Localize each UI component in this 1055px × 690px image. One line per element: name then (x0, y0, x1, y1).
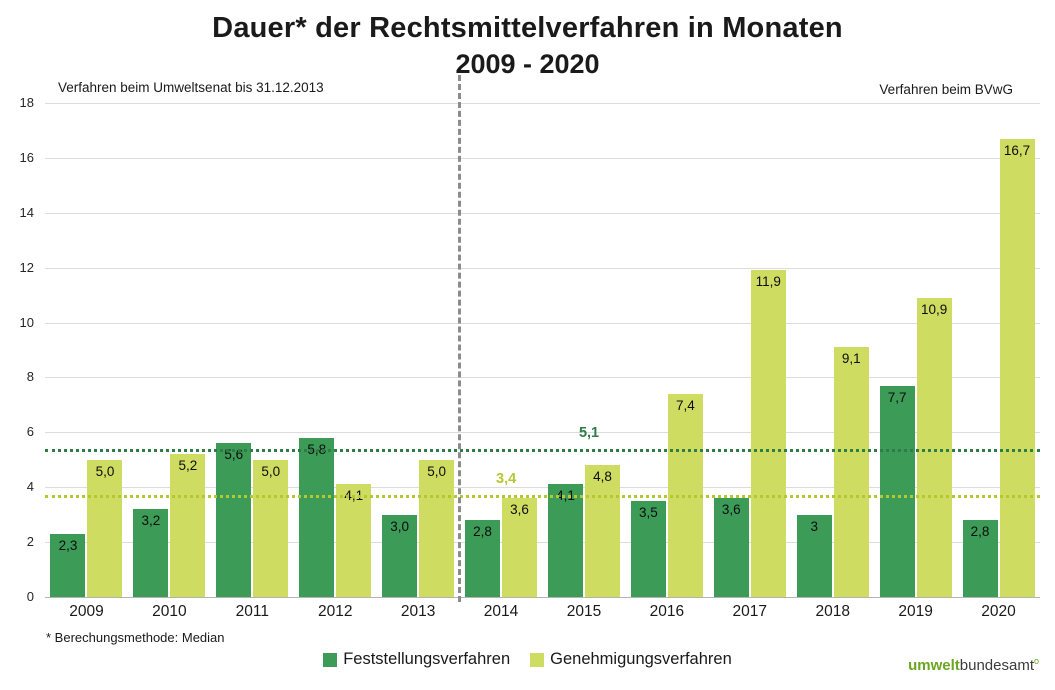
x-tick-label-2010: 2010 (152, 603, 187, 620)
bar-value-feststellungsverfahren-2013: 3,0 (390, 518, 410, 534)
gridline-6 (45, 432, 1040, 434)
bar-feststellungsverfahren-2016 (630, 500, 666, 597)
bar-feststellungsverfahren-2012 (299, 437, 335, 597)
bar-value-genehmigungsverfahren-2020: 16,7 (1003, 142, 1031, 158)
bar-genehmigungsverfahren-2020 (999, 138, 1035, 597)
bar-feststellungsverfahren-2014 (465, 520, 501, 597)
bar-value-feststellungsverfahren-2009: 2,3 (58, 537, 78, 553)
bar-value-genehmigungsverfahren-2014: 3,6 (510, 502, 529, 518)
annotation-bvwg: Verfahren beim BVwG (879, 82, 1013, 97)
legend-label-feststellungsverfahren: Feststellungsverfahren (343, 650, 511, 668)
x-tick-label-2016: 2016 (649, 603, 685, 620)
bar-value-genehmigungsverfahren-2016: 7,4 (675, 397, 695, 413)
plot-area: 2,3 5,0 3,2 5,2 5,6 5,0 5,8 4,1 3,0 5,0 2,8 3,6 4,1 4… (45, 103, 1040, 597)
bar-genehmigungsverfahren-2014 (502, 498, 538, 597)
x-tick-label-2009: 2009 (69, 603, 104, 620)
bar-genehmigungsverfahren-2012 (336, 484, 372, 597)
bar-value-genehmigungsverfahren-2015: 4,8 (593, 469, 612, 485)
y-tick-label-18: 18 (19, 95, 34, 110)
bar-value-genehmigungsverfahren-2017: 11,9 (755, 274, 781, 290)
bar-value-genehmigungsverfahren-2018: 9,1 (841, 351, 861, 367)
y-tick-label-8: 8 (26, 369, 34, 385)
median-value-label-upper: 5,1 (578, 424, 600, 441)
x-tick-label-2017: 2017 (732, 603, 768, 620)
bar-value-genehmigungsverfahren-2019: 10,9 (920, 301, 948, 317)
bar-feststellungsverfahren-2009 (50, 533, 86, 597)
median-value-label-lower: 3,4 (496, 471, 517, 488)
period-separator-line (457, 75, 461, 602)
bar-feststellungsverfahren-2013 (382, 514, 418, 597)
gridline-4 (45, 487, 1040, 489)
x-axis-line (45, 597, 1040, 598)
gridline-12 (45, 267, 1040, 269)
chart-title: Dauer* der Rechtsmittelverfahren in Mona… (212, 12, 843, 44)
bar-value-feststellungsverfahren-2018: 3 (810, 518, 818, 534)
gridline-18 (45, 103, 1040, 104)
median-line-upper (45, 448, 1040, 452)
gridline-16 (45, 157, 1040, 159)
legend-item-feststellungsverfahren: Feststellungsverfahren (323, 650, 510, 669)
bar-feststellungsverfahren-2019 (879, 385, 915, 597)
bar-value-feststellungsverfahren-2020: 2,8 (970, 524, 990, 540)
y-tick-label-0: 0 (26, 589, 34, 604)
x-tick-label-2013: 2013 (400, 603, 436, 620)
bar-feststellungsverfahren-2017 (713, 498, 749, 597)
y-tick-label-16: 16 (19, 149, 34, 165)
bar-value-feststellungsverfahren-2017: 3,6 (721, 502, 741, 518)
gridline-10 (45, 322, 1040, 324)
x-tick-label-2011: 2011 (235, 603, 269, 620)
bar-feststellungsverfahren-2010 (133, 509, 169, 597)
chart-subtitle: 2009 - 2020 (455, 49, 600, 79)
bar-value-genehmigungsverfahren-2013: 5,0 (427, 463, 447, 479)
bar-value-genehmigungsverfahren-2009: 5,0 (95, 463, 115, 479)
x-tick-label-2019: 2019 (898, 603, 933, 620)
logo-umwelt: umwelt (908, 657, 960, 674)
y-tick-label-10: 10 (19, 314, 34, 330)
median-line-lower (45, 495, 1040, 499)
logo-bundesamt: bundesamt (959, 657, 1034, 674)
bar-value-genehmigungsverfahren-2011: 5,0 (261, 463, 281, 479)
bar-genehmigungsverfahren-2019 (916, 297, 952, 597)
bar-genehmigungsverfahren-2010 (170, 454, 206, 597)
bar-genehmigungsverfahren-2017 (750, 270, 786, 597)
bar-value-feststellungsverfahren-2014: 2,8 (473, 524, 492, 540)
bar-genehmigungsverfahren-2013 (419, 459, 455, 597)
bar-genehmigungsverfahren-2018 (833, 347, 869, 597)
y-tick-label-2: 2 (26, 534, 34, 550)
umweltbundesamt-logo: umweltbundesamto (908, 656, 1039, 674)
logo-mark: o (1033, 656, 1039, 666)
bar-value-feststellungsverfahren-2016: 3,5 (638, 504, 658, 520)
y-tick-label-14: 14 (19, 204, 34, 220)
bar-feststellungsverfahren-2020 (962, 520, 998, 597)
legend: Feststellungsverfahren Genehmigungsverfa… (0, 650, 1055, 669)
x-tick-label-2020: 2020 (981, 603, 1016, 620)
x-tick-label-2014: 2014 (483, 603, 519, 620)
bar-genehmigungsverfahren-2011 (253, 459, 289, 597)
bar-feststellungsverfahren-2015 (547, 484, 583, 597)
y-tick-label-4: 4 (26, 479, 34, 495)
legend-item-genehmigungsverfahren: Genehmigungsverfahren (530, 650, 732, 669)
y-tick-label-6: 6 (26, 424, 34, 440)
gridline-8 (45, 377, 1040, 379)
y-tick-label-12: 12 (19, 259, 34, 275)
x-tick-label-2012: 2012 (317, 603, 353, 620)
legend-label-genehmigungsverfahren: Genehmigungsverfahren (550, 650, 732, 668)
bar-value-feststellungsverfahren-2010: 3,2 (141, 513, 161, 529)
x-tick-label-2015: 2015 (566, 603, 602, 620)
bar-value-genehmigungsverfahren-2010: 5,2 (178, 458, 198, 474)
bar-value-feststellungsverfahren-2019: 7,7 (887, 389, 907, 405)
gridline-14 (45, 212, 1040, 214)
x-tick-label-2018: 2018 (815, 603, 850, 620)
bar-feststellungsverfahren-2011 (216, 443, 252, 597)
annotation-umweltsenat: Verfahren beim Umweltsenat bis 31.12.201… (58, 80, 324, 95)
legend-swatch-genehmigungsverfahren (530, 652, 545, 667)
bar-genehmigungsverfahren-2009 (87, 459, 123, 597)
footnote: * Berechungsmethode: Median (46, 630, 225, 645)
legend-swatch-feststellungsverfahren (323, 652, 338, 667)
bar-genehmigungsverfahren-2015 (584, 465, 620, 597)
gridline-2 (45, 542, 1040, 544)
bar-feststellungsverfahren-2018 (796, 514, 832, 597)
